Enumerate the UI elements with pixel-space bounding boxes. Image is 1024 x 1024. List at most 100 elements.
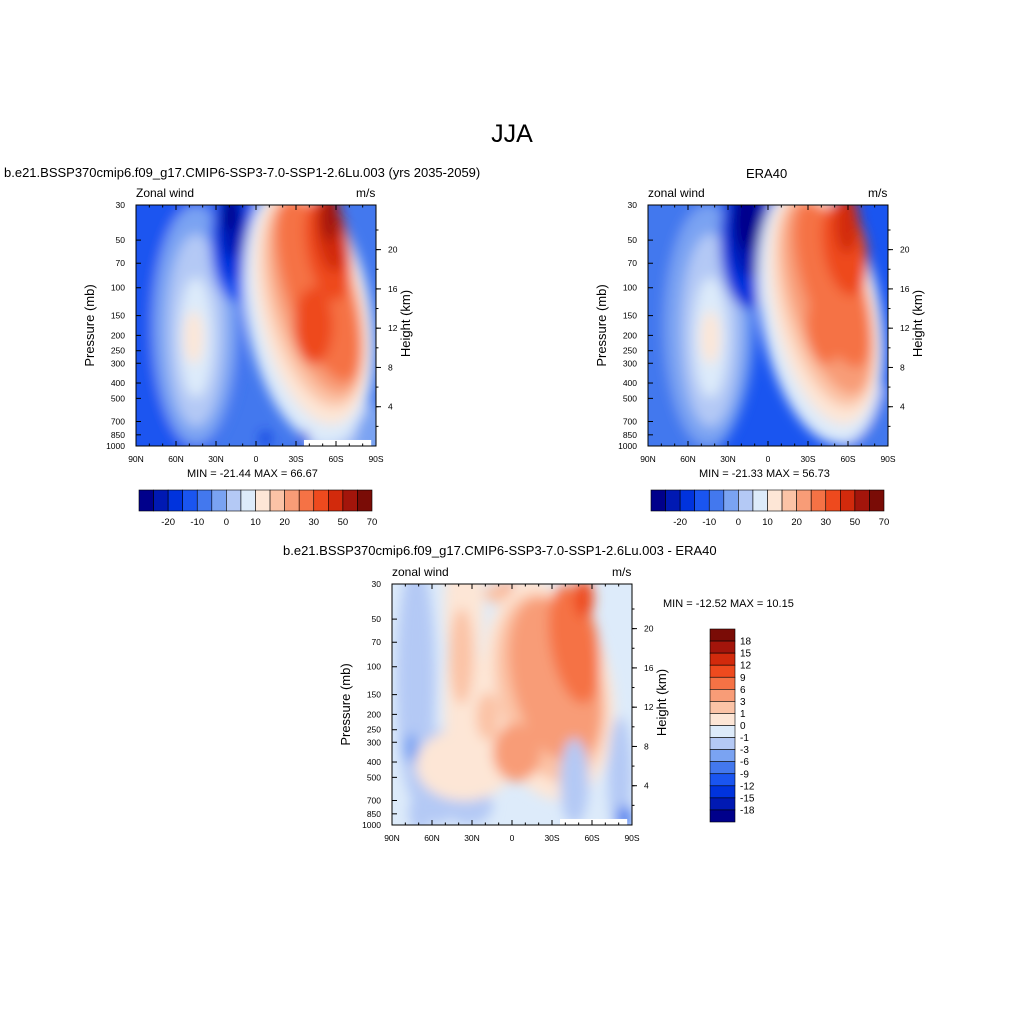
y2-tick-label: 16	[644, 663, 654, 673]
colorbar-box	[708, 489, 725, 512]
panel-2-title: ERA40	[746, 166, 788, 181]
x-tick-label: 60S	[584, 833, 599, 843]
y-tick-label: 50	[628, 235, 638, 245]
colorbar-box	[840, 489, 856, 512]
y-tick-label: 500	[623, 393, 637, 403]
y-tick-label: 30	[372, 579, 382, 589]
y2-axis-label: Height (km)	[654, 669, 669, 736]
missing-data-area	[304, 439, 372, 446]
panel-2-field	[648, 205, 888, 446]
y2-tick-label: 4	[644, 781, 649, 791]
x-tick-label: 90N	[384, 833, 400, 843]
figure-title: JJA	[491, 120, 533, 148]
colorbar-box	[196, 489, 213, 512]
colorbar-label: -10	[190, 517, 204, 528]
panel-1-field	[136, 205, 376, 446]
y-tick-label: 850	[111, 430, 125, 440]
y2-tick-label: 20	[388, 245, 398, 255]
y-tick-label: 150	[111, 311, 125, 321]
contour-region	[222, 205, 237, 232]
colorbar-box	[752, 489, 768, 512]
y-tick-label: 300	[111, 358, 125, 368]
x-tick-label: 0	[766, 454, 771, 464]
contour-region	[700, 311, 721, 365]
y-tick-label: 50	[116, 235, 126, 245]
x-tick-label: 30N	[720, 454, 736, 464]
panel-2-plot: 90N 60N 30N 0 30S 60S 90S 30 50 70 100 150 200 250 300…	[594, 200, 925, 464]
x-tick-label: 60N	[680, 454, 696, 464]
colorbar-2: -20 -10 0 10 20 30 50 70	[650, 489, 890, 528]
panel-1-title: b.e21.BSSP370cmip6.f09_g17.CMIP6-SSP3-7.…	[4, 165, 481, 180]
colorbar-label: 1	[740, 709, 746, 720]
x-tick-label: 60S	[840, 454, 855, 464]
colorbar-box	[709, 628, 736, 642]
colorbar-box	[709, 664, 736, 678]
y-tick-label: 400	[111, 378, 125, 388]
panel-3-title: b.e21.BSSP370cmip6.f09_g17.CMIP6-SSP3-7.…	[283, 543, 717, 558]
y-tick-label: 400	[623, 378, 637, 388]
colorbar-box	[255, 489, 271, 512]
colorbar-label: -20	[673, 517, 687, 528]
colorbar-label: 70	[879, 517, 890, 528]
colorbar-box	[153, 489, 169, 512]
x-tick-label: 60S	[328, 454, 343, 464]
colorbar-box	[679, 489, 695, 512]
panel-3-min-max: MIN = -12.52 MAX = 10.15	[663, 598, 794, 610]
panel-3-plot: 90N 60N 30N 0 30S 60S 90S 30 50 70 100 150 200 250 300…	[338, 579, 669, 843]
y-tick-label: 100	[367, 662, 381, 672]
x-tick-label: 0	[510, 833, 515, 843]
y-tick-label: 200	[111, 330, 125, 340]
contour-region	[608, 716, 632, 825]
panel-3-variable-label: zonal wind	[392, 565, 449, 579]
y2-tick-label: 8	[388, 362, 393, 372]
y-tick-label: 1000	[106, 441, 125, 451]
colorbar-box	[211, 489, 227, 512]
colorbar-label: 10	[250, 517, 261, 528]
colorbar-label: 9	[740, 673, 746, 684]
y-tick-label: 150	[623, 311, 637, 321]
y2-tick-label: 8	[644, 741, 649, 751]
colorbar-label: 18	[740, 637, 752, 648]
colorbar-box	[269, 489, 285, 512]
colorbar-box	[709, 725, 736, 738]
panel-3-units-label: m/s	[612, 565, 632, 579]
colorbar-label: 30	[308, 517, 319, 528]
colorbar-box	[138, 489, 154, 512]
colorbar-label: 50	[850, 517, 861, 528]
colorbar-box	[298, 489, 315, 512]
colorbar-label: -10	[702, 517, 716, 528]
colorbar-box	[810, 489, 827, 512]
panel-1-min-max: MIN = -21.44 MAX = 66.67	[187, 468, 318, 480]
colorbar-box	[240, 489, 256, 512]
y-tick-label: 850	[623, 430, 637, 440]
y-tick-label: 300	[623, 358, 637, 368]
colorbar-box	[709, 689, 736, 702]
colorbar-box	[284, 489, 300, 512]
colorbar-label: 20	[791, 517, 802, 528]
y-tick-label: 200	[623, 330, 637, 340]
colorbar-box	[796, 489, 812, 512]
contour-region	[184, 311, 204, 365]
y-tick-label: 1000	[618, 441, 637, 451]
colorbar-box	[313, 489, 329, 512]
y-tick-label: 300	[367, 737, 381, 747]
contour-region	[617, 805, 632, 825]
contour-region	[320, 205, 340, 242]
colorbar-box	[357, 489, 373, 512]
contour-region	[835, 205, 860, 254]
y-axis-label: Pressure (mb)	[594, 284, 609, 366]
colorbar-label: 15	[740, 649, 752, 660]
panel-2-units-label: m/s	[868, 186, 888, 200]
colorbar-box	[328, 489, 344, 512]
y-axis-label: Pressure (mb)	[338, 663, 353, 745]
y2-tick-label: 4	[388, 402, 393, 412]
x-tick-label: 60N	[168, 454, 184, 464]
y2-tick-label: 4	[900, 402, 905, 412]
colorbar-box	[709, 761, 736, 775]
y-tick-label: 850	[367, 809, 381, 819]
colorbar-label: -3	[740, 745, 749, 756]
y2-tick-label: 12	[644, 702, 654, 712]
y-tick-label: 70	[116, 258, 126, 268]
y2-axis-label: Height (km)	[398, 290, 413, 357]
